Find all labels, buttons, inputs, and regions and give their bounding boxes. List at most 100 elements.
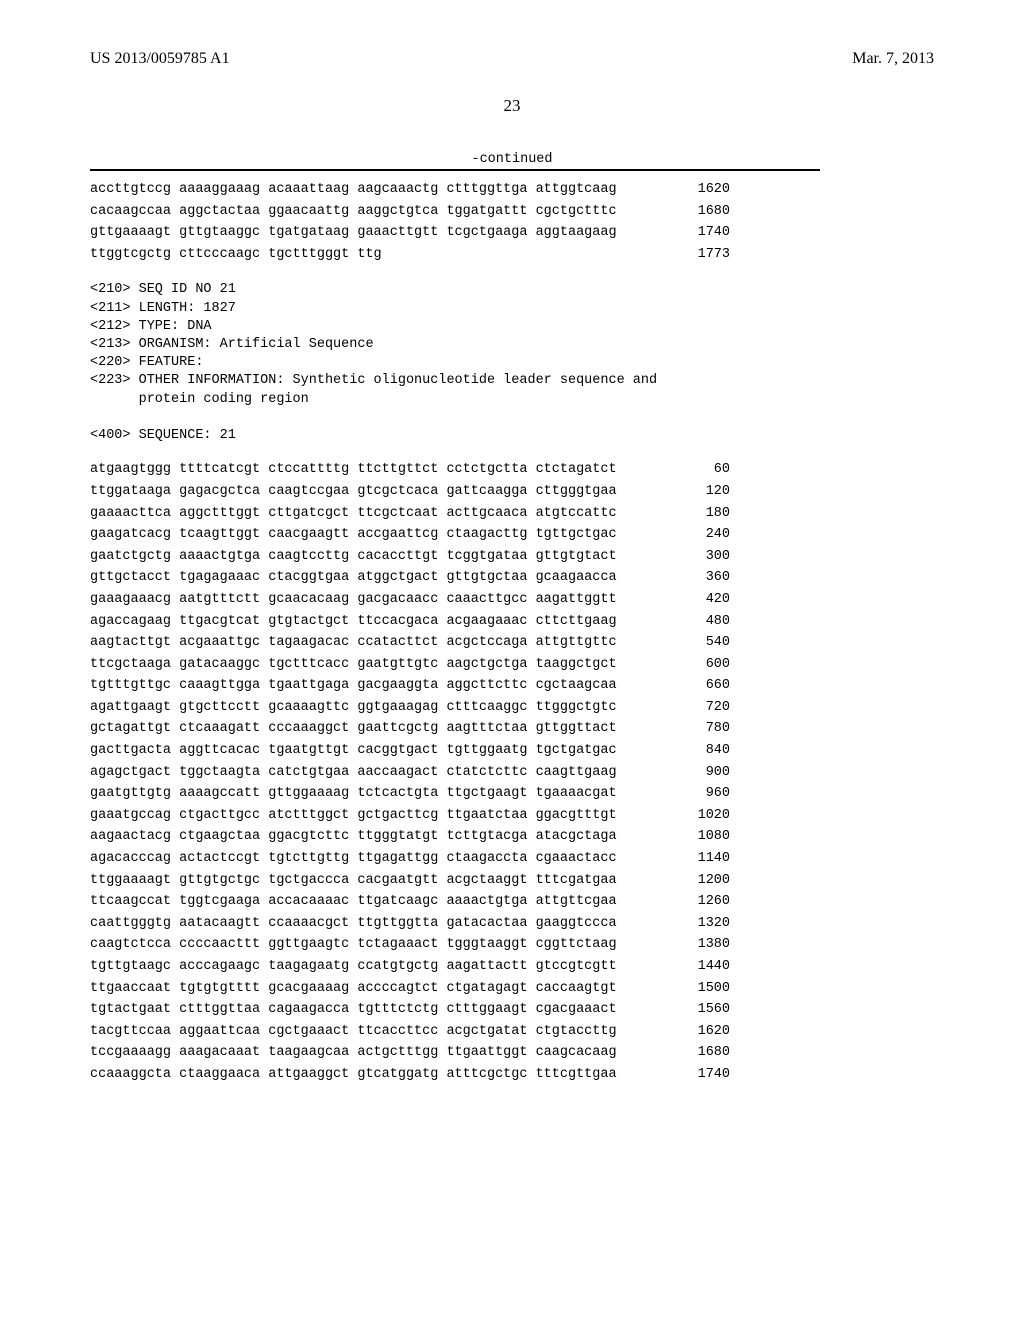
sequence-line: gaatctgctg aaaactgtga caagtccttg cacacct… (90, 546, 730, 568)
sequence-line: caagtctcca ccccaacttt ggttgaagtc tctagaa… (90, 934, 730, 956)
sequence-position: 660 (680, 675, 730, 697)
top-sequence-block: accttgtccg aaaaggaaag acaaattaag aagcaaa… (90, 179, 820, 265)
sequence-position: 1620 (680, 1021, 730, 1043)
sequence-text: gaaaacttca aggctttggt cttgatcgct ttcgctc… (90, 503, 617, 525)
sequence-line: gttgaaaagt gttgtaaggc tgatgataag gaaactt… (90, 222, 730, 244)
sequence-line: tgtactgaat ctttggttaa cagaagacca tgtttct… (90, 999, 730, 1021)
sequence-text: gaagatcacg tcaagttggt caacgaagtt accgaat… (90, 524, 617, 546)
sequence-position: 720 (680, 697, 730, 719)
sequence-text: ttgaaccaat tgtgtgtttt gcacgaaaag accccag… (90, 978, 617, 1000)
sequence-position: 120 (680, 481, 730, 503)
continued-label: -continued (90, 152, 934, 167)
sequence-position: 1140 (680, 848, 730, 870)
sequence-line: agattgaagt gtgcttcctt gcaaaagttc ggtgaaa… (90, 697, 730, 719)
sequence-position: 1740 (680, 222, 730, 244)
sequence-text: atgaagtggg ttttcatcgt ctccattttg ttcttgt… (90, 459, 617, 481)
publication-number: US 2013/0059785 A1 (90, 50, 230, 68)
sequence-text: ttggaaaagt gttgtgctgc tgctgaccca cacgaat… (90, 870, 617, 892)
sequence-position: 300 (680, 546, 730, 568)
sequence-text: agagctgact tggctaagta catctgtgaa aaccaag… (90, 762, 617, 784)
sequence-line: gaagatcacg tcaagttggt caacgaagtt accgaat… (90, 524, 730, 546)
sequence-line: cacaagccaa aggctactaa ggaacaattg aaggctg… (90, 201, 730, 223)
sequence-position: 1560 (680, 999, 730, 1021)
sequence-text: tgtactgaat ctttggttaa cagaagacca tgtttct… (90, 999, 617, 1021)
sequence-text: aagtacttgt acgaaattgc tagaagacac ccatact… (90, 632, 617, 654)
sequence-line: gaaatgccag ctgacttgcc atctttggct gctgact… (90, 805, 730, 827)
sequence-text: agacacccag actactccgt tgtcttgttg ttgagat… (90, 848, 617, 870)
sequence-position: 1080 (680, 826, 730, 848)
sequence-text: tgtttgttgc caaagttgga tgaattgaga gacgaag… (90, 675, 617, 697)
sequence-line: gaaagaaacg aatgtttctt gcaacacaag gacgaca… (90, 589, 730, 611)
sequence-line: agagctgact tggctaagta catctgtgaa aaccaag… (90, 762, 730, 784)
sequence-text: gttgaaaagt gttgtaaggc tgatgataag gaaactt… (90, 222, 617, 244)
sequence-position: 1200 (680, 870, 730, 892)
sequence-line: ttcaagccat tggtcgaaga accacaaaac ttgatca… (90, 891, 730, 913)
sequence-line: tgtttgttgc caaagttgga tgaattgaga gacgaag… (90, 675, 730, 697)
sequence-position: 840 (680, 740, 730, 762)
sequence-position: 1260 (680, 891, 730, 913)
sequence-text: gaaagaaacg aatgtttctt gcaacacaag gacgaca… (90, 589, 617, 611)
sequence-line: tacgttccaa aggaattcaa cgctgaaact ttcacct… (90, 1021, 730, 1043)
sequence-text: tccgaaaagg aaagacaaat taagaagcaa actgctt… (90, 1042, 617, 1064)
sequence-line: ttgaaccaat tgtgtgtttt gcacgaaaag accccag… (90, 978, 730, 1000)
sequence-position: 1680 (680, 1042, 730, 1064)
sequence-line: gaaaacttca aggctttggt cttgatcgct ttcgctc… (90, 503, 730, 525)
sequence-position: 60 (680, 459, 730, 481)
sequence-line: gctagattgt ctcaaagatt cccaaaggct gaattcg… (90, 718, 730, 740)
sequence-text: gacttgacta aggttcacac tgaatgttgt cacggtg… (90, 740, 617, 762)
sequence-text: ttcgctaaga gatacaaggc tgctttcacc gaatgtt… (90, 654, 617, 676)
sequence-line: ttggataaga gagacgctca caagtccgaa gtcgctc… (90, 481, 730, 503)
sequence-text: ccaaaggcta ctaaggaaca attgaaggct gtcatgg… (90, 1064, 617, 1086)
sequence-position: 900 (680, 762, 730, 784)
publication-date: Mar. 7, 2013 (852, 50, 934, 68)
sequence-line: caattgggtg aatacaagtt ccaaaacgct ttgttgg… (90, 913, 730, 935)
sequence-metadata: <210> SEQ ID NO 21 <211> LENGTH: 1827 <2… (90, 281, 934, 445)
header-row: US 2013/0059785 A1 Mar. 7, 2013 (90, 50, 934, 68)
sequence-line: atgaagtggg ttttcatcgt ctccattttg ttcttgt… (90, 459, 730, 481)
sequence-position: 1680 (680, 201, 730, 223)
sequence-line: gaatgttgtg aaaagccatt gttggaaaag tctcact… (90, 783, 730, 805)
sequence-line: agaccagaag ttgacgtcat gtgtactgct ttccacg… (90, 611, 730, 633)
sequence-position: 360 (680, 567, 730, 589)
sequence-position: 1740 (680, 1064, 730, 1086)
sequence-text: caagtctcca ccccaacttt ggttgaagtc tctagaa… (90, 934, 617, 956)
sequence-text: ttcaagccat tggtcgaaga accacaaaac ttgatca… (90, 891, 617, 913)
sequence-text: gaaatgccag ctgacttgcc atctttggct gctgact… (90, 805, 617, 827)
sequence-text: gaatctgctg aaaactgtga caagtccttg cacacct… (90, 546, 617, 568)
sequence-position: 180 (680, 503, 730, 525)
sequence-position: 780 (680, 718, 730, 740)
sequence-text: ttggataaga gagacgctca caagtccgaa gtcgctc… (90, 481, 617, 503)
sequence-position: 600 (680, 654, 730, 676)
sequence-line: accttgtccg aaaaggaaag acaaattaag aagcaaa… (90, 179, 730, 201)
sequence-text: gctagattgt ctcaaagatt cccaaaggct gaattcg… (90, 718, 617, 740)
sequence-position: 1500 (680, 978, 730, 1000)
sequence-position: 1380 (680, 934, 730, 956)
sequence-text: gaatgttgtg aaaagccatt gttggaaaag tctcact… (90, 783, 617, 805)
sequence-position: 1773 (680, 244, 730, 266)
sequence-text: agaccagaag ttgacgtcat gtgtactgct ttccacg… (90, 611, 617, 633)
sequence-position: 480 (680, 611, 730, 633)
sequence-position: 1440 (680, 956, 730, 978)
sequence-line: tgttgtaagc acccagaagc taagagaatg ccatgtg… (90, 956, 730, 978)
sequence-position: 1320 (680, 913, 730, 935)
page-number: 23 (90, 96, 934, 116)
sequence-line: aagaactacg ctgaagctaa ggacgtcttc ttgggta… (90, 826, 730, 848)
sequence-line: ccaaaggcta ctaaggaaca attgaaggct gtcatgg… (90, 1064, 730, 1086)
sequence-text: ttggtcgctg cttcccaagc tgctttgggt ttg (90, 244, 382, 266)
sequence-position: 1620 (680, 179, 730, 201)
sequence-line: ttcgctaaga gatacaaggc tgctttcacc gaatgtt… (90, 654, 730, 676)
top-rule (90, 169, 820, 171)
sequence-line: agacacccag actactccgt tgtcttgttg ttgagat… (90, 848, 730, 870)
main-sequence-block: atgaagtggg ttttcatcgt ctccattttg ttcttgt… (90, 459, 820, 1085)
sequence-line: tccgaaaagg aaagacaaat taagaagcaa actgctt… (90, 1042, 730, 1064)
sequence-text: cacaagccaa aggctactaa ggaacaattg aaggctg… (90, 201, 617, 223)
sequence-text: tacgttccaa aggaattcaa cgctgaaact ttcacct… (90, 1021, 617, 1043)
sequence-text: aagaactacg ctgaagctaa ggacgtcttc ttgggta… (90, 826, 617, 848)
sequence-text: tgttgtaagc acccagaagc taagagaatg ccatgtg… (90, 956, 617, 978)
sequence-text: gttgctacct tgagagaaac ctacggtgaa atggctg… (90, 567, 617, 589)
sequence-position: 540 (680, 632, 730, 654)
sequence-text: accttgtccg aaaaggaaag acaaattaag aagcaaa… (90, 179, 617, 201)
sequence-line: ttggaaaagt gttgtgctgc tgctgaccca cacgaat… (90, 870, 730, 892)
sequence-position: 240 (680, 524, 730, 546)
sequence-line: gacttgacta aggttcacac tgaatgttgt cacggtg… (90, 740, 730, 762)
